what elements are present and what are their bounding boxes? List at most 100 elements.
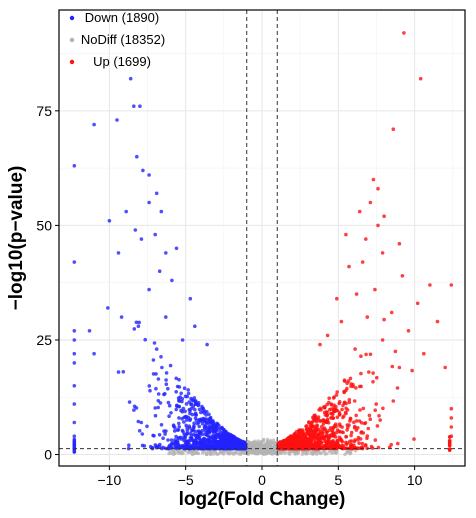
point-down <box>212 437 216 442</box>
point-up <box>358 437 363 441</box>
point-up <box>332 395 336 400</box>
x-tick-label: 0 <box>258 472 266 488</box>
point-up <box>345 408 350 412</box>
point-down <box>192 425 196 430</box>
point-up <box>322 437 327 441</box>
point-down <box>174 390 178 394</box>
point-nodiff <box>263 443 267 447</box>
point-up <box>358 408 362 412</box>
point-up <box>352 439 357 444</box>
point-down <box>196 401 201 405</box>
point-nodiff <box>196 451 201 456</box>
point-down <box>186 388 190 392</box>
point-up <box>314 428 318 433</box>
point-up <box>353 424 357 429</box>
point-down <box>185 444 190 448</box>
point-up <box>325 333 330 338</box>
point-down <box>179 391 183 396</box>
point-up <box>449 416 454 420</box>
point-up <box>337 444 341 449</box>
point-down <box>211 420 216 425</box>
y-axis: 0 25 50 75 <box>36 103 59 463</box>
point-down <box>116 370 121 374</box>
point-down <box>192 421 196 426</box>
point-up <box>339 319 344 324</box>
point-up <box>354 413 359 418</box>
point-up <box>361 406 366 411</box>
point-up <box>389 310 394 315</box>
point-down <box>175 445 179 450</box>
legend-key-down <box>69 15 75 21</box>
point-up <box>305 424 309 428</box>
legend: Down (1890) NoDiff (18352) Up (1699) <box>69 10 165 69</box>
point-down <box>188 296 193 301</box>
point-down <box>183 415 187 419</box>
point-down <box>177 416 181 420</box>
point-down <box>174 434 178 439</box>
point-down <box>157 433 162 437</box>
point-down <box>171 441 176 445</box>
point-down <box>143 337 147 342</box>
point-up <box>377 414 381 418</box>
point-nodiff <box>283 451 287 455</box>
point-down <box>180 399 184 404</box>
point-up <box>357 441 361 446</box>
point-nodiff <box>250 441 255 445</box>
point-up <box>337 435 342 440</box>
point-nodiff <box>278 450 282 454</box>
point-up <box>361 431 366 435</box>
point-down <box>159 423 164 427</box>
point-down <box>134 320 139 325</box>
point-down <box>154 347 159 351</box>
point-down <box>232 443 236 447</box>
y-axis-title: −log10(p−value) <box>6 166 27 311</box>
point-down <box>72 329 77 333</box>
point-nodiff <box>287 450 292 454</box>
point-down <box>185 428 190 433</box>
point-up <box>380 338 385 342</box>
point-down <box>208 420 213 425</box>
point-up <box>449 434 454 439</box>
point-up <box>378 418 383 422</box>
point-up <box>359 371 363 376</box>
point-up <box>328 434 332 438</box>
point-nodiff <box>229 451 233 455</box>
point-up <box>352 399 357 403</box>
point-down <box>200 422 205 426</box>
point-up <box>309 424 313 428</box>
point-down <box>183 409 187 414</box>
point-up <box>344 411 348 416</box>
point-down <box>163 392 167 396</box>
point-up <box>334 422 338 427</box>
point-up <box>286 442 291 447</box>
point-up <box>402 31 406 35</box>
point-up <box>312 424 316 429</box>
point-down <box>207 412 211 417</box>
point-nodiff <box>251 446 255 450</box>
point-down <box>180 444 185 449</box>
point-down <box>228 441 233 445</box>
y-tick-label: 0 <box>44 447 52 463</box>
point-down <box>183 394 188 399</box>
point-nodiff <box>238 449 242 454</box>
point-up <box>359 384 363 389</box>
point-down <box>72 442 77 447</box>
point-down <box>116 251 121 255</box>
point-down <box>156 392 161 396</box>
point-down <box>175 428 180 432</box>
point-up <box>304 442 309 447</box>
legend-key-nodiff <box>69 37 75 43</box>
point-down <box>147 384 152 388</box>
point-down <box>126 446 131 451</box>
point-up <box>329 402 334 406</box>
point-up <box>349 446 353 451</box>
point-down <box>72 338 77 342</box>
point-nodiff <box>265 437 270 442</box>
point-up <box>278 440 282 445</box>
point-up <box>319 425 324 429</box>
point-up <box>390 364 395 369</box>
point-up <box>343 446 348 451</box>
point-up <box>376 186 380 191</box>
point-down <box>156 405 160 410</box>
